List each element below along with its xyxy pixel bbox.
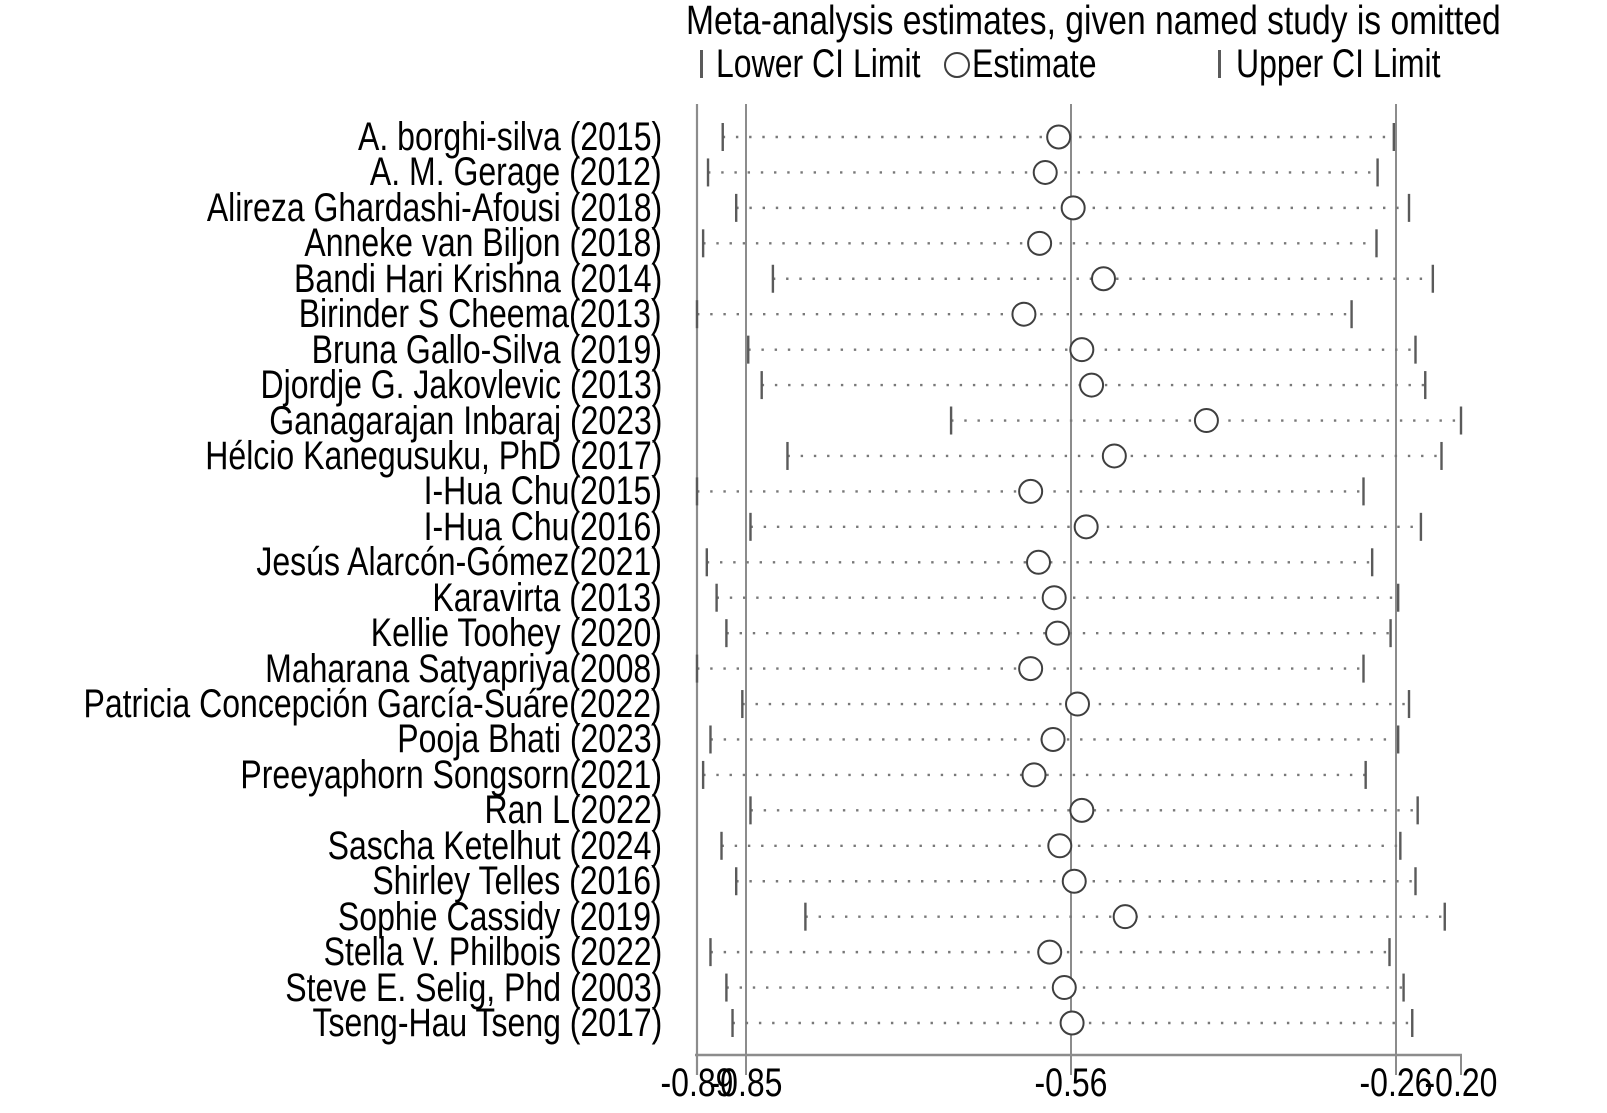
estimate-marker [1060,195,1086,221]
estimate-marker [1112,904,1138,930]
x-axis-tick-label: -0.56 [1035,1060,1108,1105]
estimate-marker [1041,585,1067,611]
estimate-marker [1065,691,1090,717]
legend-estimate-label: Estimate [972,42,1097,86]
estimate-marker [1193,408,1219,434]
study-label: Kellie Toohey (2020) [370,611,662,656]
study-label: Alireza Ghardashi-Afousi (2018) [206,185,662,230]
study-label: I-Hua Chu(2015) [423,469,662,514]
estimate-marker [1069,337,1095,363]
study-label: Sascha Ketelhut (2024) [327,823,662,868]
study-label: Ran L(2022) [484,788,662,833]
estimate-marker [1061,868,1087,894]
estimate-marker [1047,833,1073,859]
estimate-marker [1051,975,1077,1001]
estimate-marker [1040,726,1066,752]
lower-ci-tick-icon [700,50,703,78]
study-label: Stella V. Philbois (2022) [323,930,662,975]
estimate-circle-icon [944,52,970,78]
x-axis-tick-label: -0.26 [1360,1060,1433,1105]
study-label: Sophie Cassidy (2019) [338,894,662,939]
study-label: Karavirta (2013) [432,575,662,620]
study-label: Preeyaphorn Songsorn(2021) [240,752,662,797]
study-label: Ganagarajan Inbaraj (2023) [268,398,662,443]
study-label: Bruna Gallo-Silva (2019) [311,327,662,372]
study-label: Jesús Alarcón-Gómez(2021) [256,540,662,585]
study-label: Pooja Bhati (2023) [396,717,662,762]
estimate-marker [1069,797,1095,823]
legend-upper-ci-label: Upper CI Limit [1236,42,1441,86]
study-label: Birinder S Cheema(2013) [299,292,662,337]
legend-lower-ci-label: Lower CI Limit [716,42,921,86]
study-label: I-Hua Chu(2016) [423,504,662,549]
study-label: Shirley Telles (2016) [372,859,662,904]
estimate-marker [1018,656,1044,682]
estimate-marker [1032,159,1058,185]
estimate-marker [1026,549,1051,575]
x-axis-tick-label: -0.89 [661,1060,734,1105]
x-axis-tick-label: -0.20 [1425,1060,1498,1105]
upper-ci-tick-icon [1218,50,1221,78]
study-label: A. borghi-silva (2015) [357,115,662,159]
study-label: Djordje G. Jakovlevic (2013) [260,363,662,408]
estimate-marker [1079,372,1105,398]
chart-title: Meta-analysis estimates, given named stu… [686,0,1501,43]
study-label: Bandi Hari Krishna (2014) [293,256,662,301]
estimate-marker [1018,478,1044,504]
study-label: Patricia Concepción García-Suáre(2022) [83,682,662,727]
estimate-marker [1011,301,1037,327]
study-label: A. M. Gerage (2012) [370,150,662,195]
study-label: Maharana Satyapriya(2008) [265,646,662,691]
study-label: Steve E. Selig, Phd (2003) [284,965,662,1010]
estimate-marker [1027,230,1053,256]
estimate-marker [1046,124,1072,150]
estimate-marker [1037,939,1063,965]
estimate-marker [1091,266,1116,292]
estimate-marker [1101,443,1127,469]
x-axis-tick-label: -0.85 [710,1060,783,1105]
study-label: Hélcio Kanegusuku, PhD (2017) [204,433,662,478]
study-label: Anneke van Biljon (2018) [304,221,662,266]
estimate-marker [1021,762,1047,788]
estimate-marker [1045,620,1071,646]
estimate-marker [1059,1010,1085,1036]
estimate-marker [1073,514,1099,540]
study-label: Tseng-Hau Tseng (2017) [312,1001,662,1045]
